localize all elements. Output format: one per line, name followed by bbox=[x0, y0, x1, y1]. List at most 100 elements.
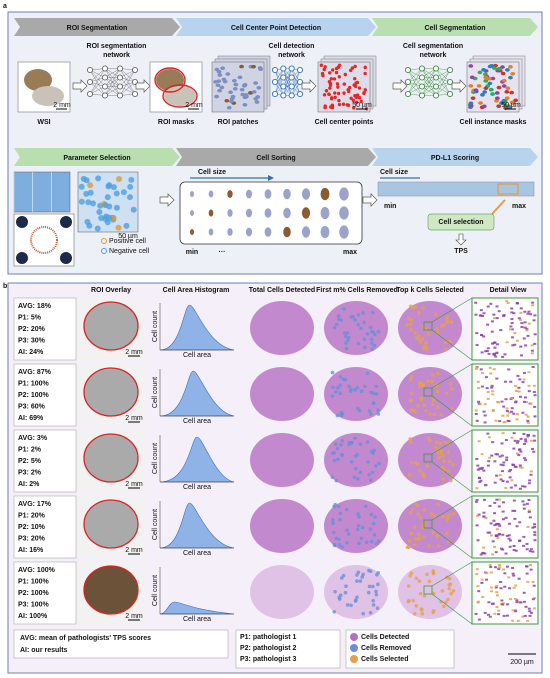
cell-dot bbox=[355, 595, 359, 600]
detail-cell bbox=[503, 421, 507, 424]
detail-cell bbox=[486, 347, 490, 350]
tissue bbox=[83, 499, 139, 549]
hist-axes bbox=[159, 369, 234, 417]
detail-cell bbox=[525, 329, 529, 332]
net-edge bbox=[291, 68, 301, 95]
sorted-cell bbox=[320, 225, 330, 239]
cell-dot bbox=[349, 603, 353, 608]
cell-dot bbox=[410, 391, 414, 396]
axis-max: max bbox=[512, 203, 526, 210]
net-node bbox=[446, 78, 454, 86]
zoom-line bbox=[431, 527, 473, 559]
net-node bbox=[418, 92, 426, 99]
detail-cell bbox=[522, 544, 526, 547]
cell-dot bbox=[372, 533, 377, 537]
detail-cell bbox=[523, 614, 527, 617]
cell bbox=[359, 99, 363, 104]
cell-dot bbox=[376, 582, 380, 587]
detail-cell bbox=[491, 342, 495, 345]
detail-cell bbox=[515, 452, 519, 455]
cell-dot bbox=[369, 390, 373, 395]
detail-cell bbox=[524, 344, 528, 347]
tissue bbox=[83, 433, 139, 483]
detail-cell bbox=[515, 339, 519, 342]
down-arrow bbox=[455, 233, 467, 246]
cell bbox=[492, 66, 497, 70]
detail-cell bbox=[475, 568, 479, 571]
detail-cell bbox=[501, 602, 505, 605]
detail-cell bbox=[495, 343, 499, 346]
cell bbox=[251, 90, 257, 94]
detail-cell bbox=[516, 440, 520, 443]
detail-cell bbox=[527, 607, 531, 610]
cell-dot bbox=[445, 531, 449, 536]
cell-dot bbox=[365, 371, 370, 376]
net-edge bbox=[89, 81, 106, 96]
cell-dot bbox=[356, 476, 360, 481]
detail-cell bbox=[533, 314, 537, 317]
cell bbox=[226, 105, 232, 110]
cell bbox=[87, 182, 94, 189]
net-edge bbox=[407, 81, 423, 96]
scale-label: 2 mm bbox=[125, 481, 143, 488]
cell-dot bbox=[419, 607, 424, 611]
tile-grid bbox=[13, 171, 71, 213]
scale-label: 2 mm bbox=[185, 102, 203, 109]
legend-note: AVG: mean of pathologists' TPS scores bbox=[20, 635, 151, 642]
detail-cell bbox=[507, 420, 511, 423]
tissue bbox=[83, 565, 139, 615]
detail-cell bbox=[524, 459, 528, 462]
detail-cell bbox=[520, 322, 524, 325]
cell bbox=[130, 206, 137, 213]
stage-banner bbox=[176, 148, 376, 166]
cell-dot bbox=[449, 320, 454, 324]
cell bbox=[348, 68, 353, 73]
net-edge bbox=[89, 69, 106, 96]
cell-dot bbox=[417, 579, 422, 583]
detail-cell bbox=[498, 474, 502, 477]
detail-cell bbox=[493, 512, 497, 515]
hist-y-label: Cell count bbox=[152, 509, 159, 540]
cell-dot bbox=[448, 339, 452, 344]
detail-cell bbox=[495, 377, 499, 380]
detail-cell bbox=[494, 523, 498, 526]
detail-cell bbox=[488, 615, 492, 618]
detail-cell bbox=[479, 314, 483, 317]
schematic-cell bbox=[60, 216, 72, 228]
detail-cell bbox=[493, 481, 497, 484]
cell-dot bbox=[449, 406, 454, 411]
detail-cell bbox=[505, 341, 509, 344]
cell-dot bbox=[412, 611, 417, 616]
detail-cell bbox=[474, 500, 478, 503]
detail-cell bbox=[504, 486, 508, 489]
zoom-line bbox=[431, 297, 473, 323]
detail-cell bbox=[517, 448, 521, 451]
cell bbox=[357, 86, 362, 90]
detail-cell bbox=[524, 413, 528, 416]
detail-cell bbox=[477, 513, 481, 516]
cell bbox=[337, 75, 342, 79]
cell-dot bbox=[445, 517, 449, 522]
detail-cell bbox=[518, 466, 522, 469]
cell-dot bbox=[363, 504, 368, 508]
cell-dot bbox=[446, 539, 451, 544]
detail-cell bbox=[493, 566, 497, 569]
stats-box bbox=[13, 561, 77, 625]
detail-cell bbox=[518, 540, 522, 543]
net-node bbox=[101, 74, 109, 81]
detail-cell bbox=[532, 434, 536, 437]
cell-dot bbox=[365, 440, 370, 444]
cell bbox=[327, 92, 331, 96]
net-node bbox=[432, 92, 440, 99]
detail-cell bbox=[488, 456, 492, 459]
detail-cell bbox=[514, 584, 518, 587]
detail-cell bbox=[509, 328, 513, 331]
cell bbox=[248, 91, 253, 95]
detail-cell bbox=[531, 550, 535, 553]
sorted-cell bbox=[190, 191, 194, 197]
stat-line: AVG: 100% bbox=[18, 567, 56, 574]
stage-banner bbox=[14, 148, 180, 166]
cell bbox=[508, 75, 513, 80]
detail-cell bbox=[499, 463, 503, 466]
cell-dot bbox=[445, 314, 450, 319]
